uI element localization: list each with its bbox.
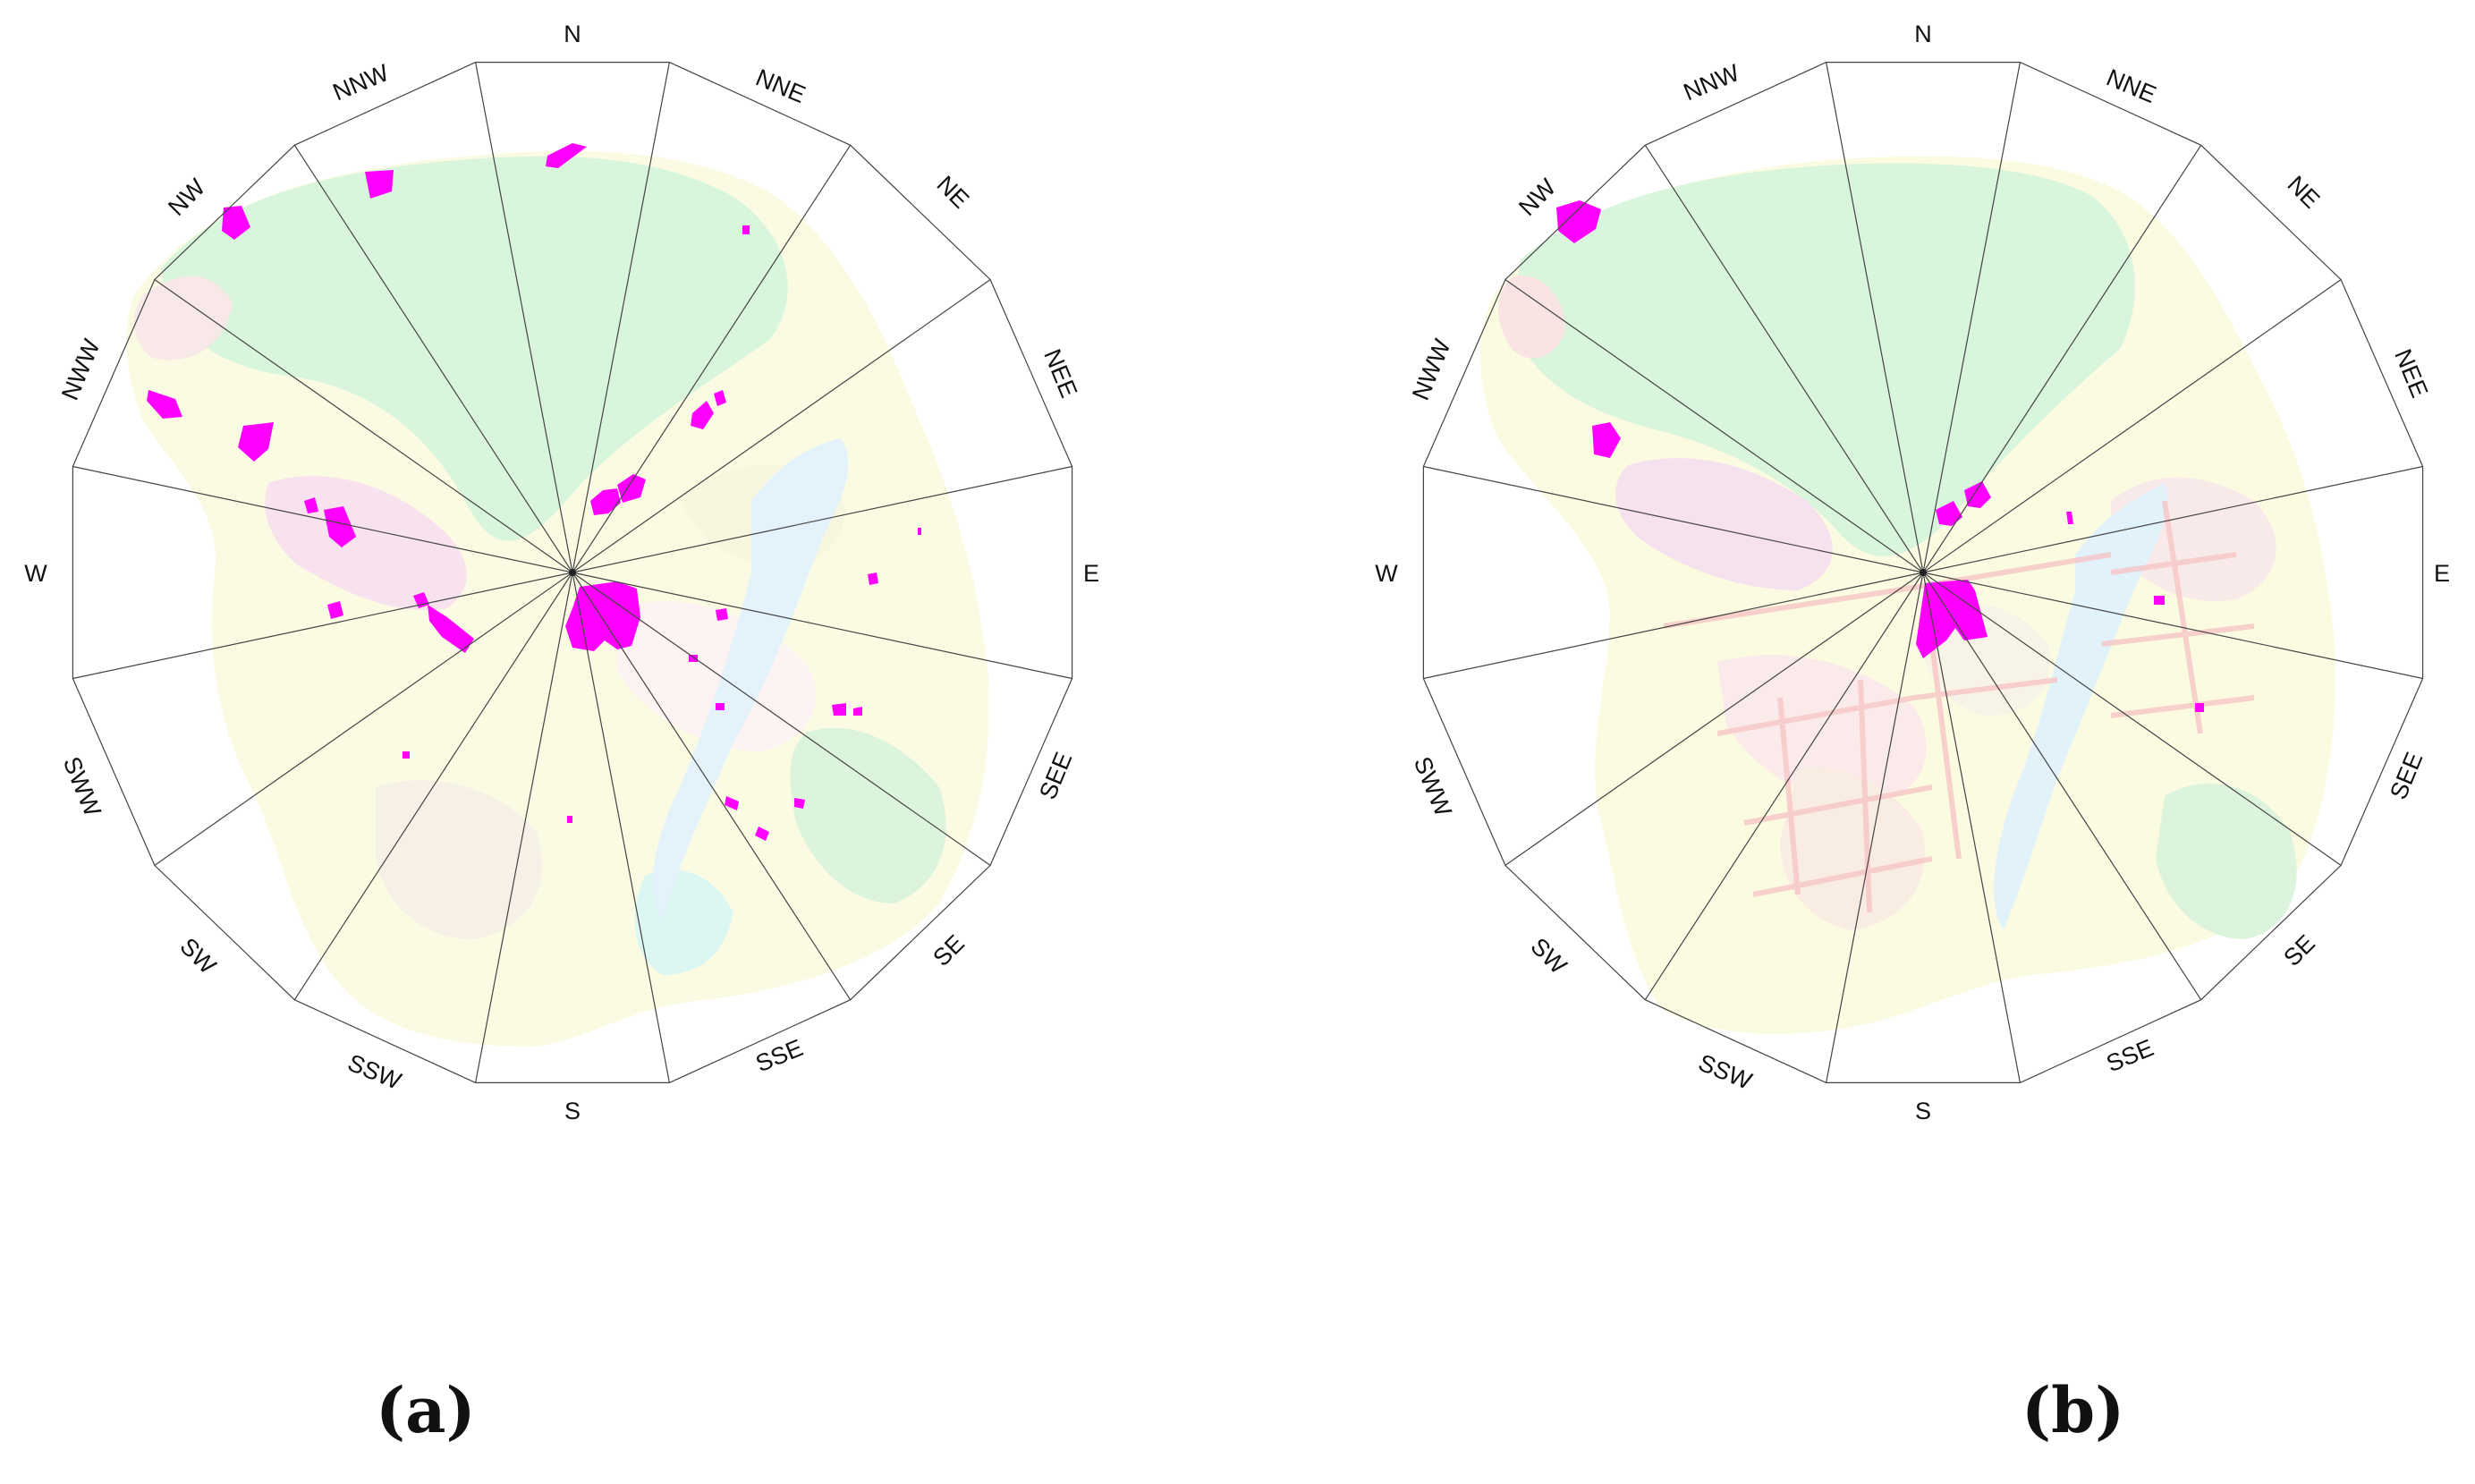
panel-a-label-n: N bbox=[564, 21, 581, 47]
panel-a-label-nw: NW bbox=[163, 174, 210, 221]
panel-a-label-ne: NE bbox=[931, 171, 974, 214]
panel-b-label-e: E bbox=[2434, 560, 2450, 587]
panel-b-label-nne: NNE bbox=[2103, 64, 2160, 109]
panel-a-sector-rays bbox=[72, 62, 1072, 1083]
panel-b-label-ssw: SSW bbox=[1695, 1049, 1757, 1095]
panel-b-caption: (b) bbox=[2022, 1373, 2125, 1447]
panel-b-label-nee: NEE bbox=[2389, 345, 2433, 402]
panel-a-center-point bbox=[569, 569, 576, 576]
panel-a-label-sww: SWW bbox=[58, 753, 106, 821]
panel-b-label-w: W bbox=[1375, 560, 1398, 587]
panel-b-label-sw: SW bbox=[1525, 933, 1572, 979]
panel-b-label-ne: NE bbox=[2282, 171, 2325, 214]
panel-a-label-nee: NEE bbox=[1038, 345, 1082, 402]
panel-a-label-w: W bbox=[24, 560, 47, 587]
panel-b-label-nw: NW bbox=[1513, 174, 1561, 221]
panel-a-label-nne: NNE bbox=[752, 64, 809, 109]
panel-b-label-sww: SWW bbox=[1409, 753, 1457, 821]
panel-b-label-s: S bbox=[1915, 1098, 1931, 1124]
panel-a-landuse-background bbox=[126, 150, 989, 1047]
panel-a-label-sw: SW bbox=[174, 933, 221, 979]
panel-b-label-nnw: NNW bbox=[1680, 59, 1744, 106]
panel-a-polar-map: N NNE NE NEE E SEE SE SSE S SSW SW SWW W… bbox=[24, 21, 1099, 1124]
panel-b-highlight-parcels bbox=[1556, 200, 2204, 712]
panel-b-label-n: N bbox=[1914, 21, 1932, 47]
panel-a-label-nww: NWW bbox=[56, 335, 106, 404]
panel-a-label-ssw: SSW bbox=[344, 1049, 406, 1095]
panel-a-caption: (a) bbox=[376, 1373, 476, 1447]
panel-b-label-se: SE bbox=[2278, 929, 2320, 971]
panel-a-label-se: SE bbox=[928, 929, 970, 971]
panel-b-road-network bbox=[1663, 500, 2255, 913]
panel-a-direction-labels: N NNE NE NEE E SEE SE SSE S SSW SW SWW W… bbox=[24, 21, 1099, 1124]
panel-b-label-see: SEE bbox=[2385, 749, 2428, 803]
panel-b-outer-frame bbox=[1422, 61, 2424, 1084]
panel-b-sector-rays bbox=[1423, 62, 2423, 1083]
panel-b-center-point bbox=[1920, 569, 1927, 576]
panel-b-polar-map: N NNE NE NEE E SEE SE SSE S SSW SW SWW W… bbox=[1375, 21, 2450, 1124]
panel-b-label-nww: NWW bbox=[1407, 335, 1456, 404]
panel-a-outer-frame bbox=[72, 61, 1073, 1084]
panel-a-label-e: E bbox=[1083, 560, 1099, 587]
panel-a-label-s: S bbox=[564, 1098, 581, 1124]
panel-a-label-see: SEE bbox=[1034, 749, 1077, 803]
panel-a-label-nnw: NNW bbox=[329, 59, 394, 106]
